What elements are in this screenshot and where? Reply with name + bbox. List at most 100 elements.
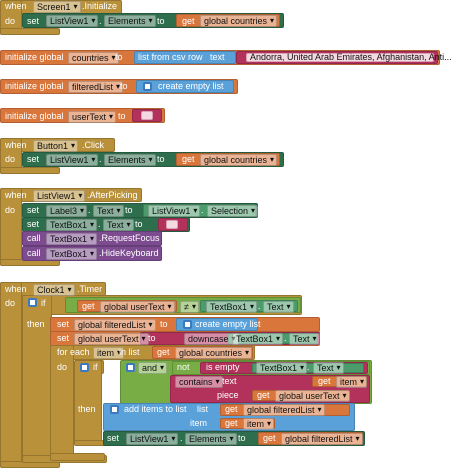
mutator-icon	[80, 363, 89, 372]
block-label: .	[99, 153, 102, 164]
block-label: create empty list	[158, 80, 224, 91]
block-label: initialize global	[5, 110, 64, 121]
block-label: do	[5, 204, 16, 215]
block-label: to	[120, 80, 128, 91]
block-label: piece	[217, 389, 239, 400]
dropdown-label: ListView1	[148, 204, 201, 217]
block-label: to	[160, 318, 168, 329]
dropdown-label: Clock1	[33, 283, 75, 296]
dropdown-label: global filteredList	[281, 432, 363, 445]
block-label: .	[98, 218, 101, 229]
block-label: .	[258, 300, 261, 311]
block	[166, 220, 178, 229]
block-label: .	[284, 332, 287, 343]
dropdown-label: Elements	[185, 432, 237, 445]
dropdown-label: ≠	[180, 300, 199, 313]
dropdown-label: Screen1	[33, 0, 81, 13]
dropdown-label: global userText	[275, 389, 350, 402]
block-label: get	[263, 432, 276, 443]
dropdown-label: TextBox1	[46, 247, 98, 260]
block-label: to	[115, 51, 123, 62]
block-label: to	[125, 204, 133, 215]
block-label: .HideKeyboard	[99, 247, 159, 258]
block-label: is empty	[206, 361, 240, 372]
block-label: .Timer	[77, 283, 103, 294]
block	[136, 80, 234, 93]
block-label: create empty list	[195, 318, 261, 329]
dropdown-label: Text	[313, 361, 344, 374]
block-label: get	[257, 389, 270, 400]
mutator-icon	[143, 82, 152, 91]
block-label: .	[180, 432, 183, 443]
block-label: set	[27, 15, 40, 26]
dropdown-label: filteredList	[68, 80, 124, 93]
block	[252, 363, 364, 373]
dropdown-label: ListView1	[46, 153, 99, 166]
dropdown-label: global userText	[100, 300, 175, 313]
dropdown-label: ListView1	[33, 189, 86, 202]
dropdown-label: userText	[68, 110, 117, 123]
dropdown-label: global countries	[200, 153, 278, 166]
block-label: .	[307, 361, 310, 372]
block-label: do	[5, 153, 16, 164]
block-label: to	[118, 110, 126, 121]
mutator-icon	[28, 298, 37, 307]
block-label: .	[88, 204, 91, 215]
block-label: set	[27, 153, 40, 164]
dropdown-label: global countries	[175, 346, 253, 359]
block-label: .Click	[82, 139, 104, 150]
dropdown-label: contains	[175, 375, 223, 388]
block-label: call	[27, 247, 41, 258]
dropdown-label: countries	[68, 51, 119, 64]
block-label: when	[5, 0, 27, 11]
dropdown-label: and	[138, 361, 168, 374]
dropdown-label: Selection	[207, 204, 259, 217]
block	[50, 345, 74, 460]
dropdown-label: TextBox1	[206, 300, 258, 313]
block-label: Andorra, United Arab Emirates, Afghanist…	[250, 51, 452, 62]
block-label: then	[78, 403, 96, 414]
block-label: set	[27, 218, 40, 229]
block	[141, 111, 153, 120]
dropdown-label: global userText	[74, 332, 149, 345]
block-label: text	[222, 375, 237, 386]
block-label: do	[5, 297, 16, 308]
dropdown-label: TextBox1	[232, 332, 284, 345]
block-label: list from csv row	[138, 51, 203, 62]
block-label: set	[107, 432, 120, 443]
dropdown-label: ListView1	[126, 432, 179, 445]
dropdown-label: global filteredList	[74, 318, 156, 331]
block	[0, 167, 60, 174]
block-label: get	[182, 153, 195, 164]
block-label: get	[182, 15, 195, 26]
block-label: not	[177, 361, 190, 372]
dropdown-label: TextBox1	[46, 218, 98, 231]
block-label: .	[99, 15, 102, 26]
block-label: get	[82, 300, 95, 311]
block-label: in list	[119, 346, 140, 357]
dropdown-label: Text	[93, 204, 124, 217]
dropdown-label: TextBox1	[46, 232, 98, 245]
block-label: for each	[57, 346, 90, 357]
dropdown-label: Text	[289, 332, 320, 345]
block-label: if	[41, 297, 46, 308]
dropdown-label: item	[243, 417, 275, 430]
block-label: get	[225, 417, 238, 428]
dropdown-label: TextBox1	[256, 361, 308, 374]
block-label: set	[27, 204, 40, 215]
block-label: to	[238, 432, 246, 443]
block-label: get	[157, 346, 170, 357]
block-label: get	[225, 403, 238, 414]
dropdown-label: Elements	[104, 153, 156, 166]
block	[246, 53, 434, 62]
block-label: to	[157, 153, 165, 164]
block-label: list	[197, 403, 208, 414]
block	[0, 28, 60, 35]
dropdown-label: global filteredList	[243, 403, 325, 416]
block-label: initialize global	[5, 80, 64, 91]
dropdown-label: global countries	[200, 14, 278, 27]
dropdown-label: ListView1	[46, 14, 99, 27]
block-label: to	[148, 332, 156, 343]
block-label: add items to list	[124, 403, 187, 414]
